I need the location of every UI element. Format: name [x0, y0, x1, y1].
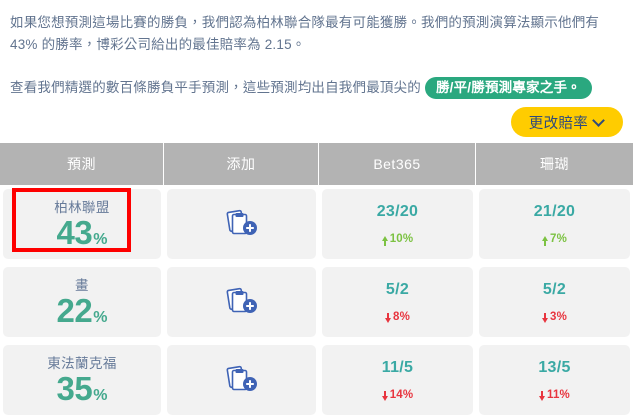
table-row: 畫 22 % — [0, 263, 633, 341]
table-header: 預測 添加 Bet365 珊瑚 — [0, 143, 633, 185]
table-body: 柏林聯盟 43 % — [0, 185, 633, 419]
chevron-down-icon — [594, 115, 605, 126]
percent-sign: % — [93, 309, 108, 326]
toolbar: 更改賠率 — [0, 99, 633, 143]
table-header-row: 預測 添加 Bet365 珊瑚 — [0, 143, 633, 185]
intro-paragraph-2: 查看我們精選的數百條勝負平手預測，這些預測均出自我們最頂尖的 勝/平/勝預測專家… — [10, 77, 623, 99]
arrow-down-icon — [384, 312, 391, 323]
arrow-down-icon — [381, 390, 388, 401]
prediction-cell[interactable]: 畫 22 % — [0, 263, 164, 341]
odds-value: 23/20 — [376, 203, 419, 220]
odds-value: 5/2 — [385, 281, 410, 298]
odds-change-value: 7% — [549, 233, 568, 245]
coral-odds-cell-inner[interactable]: 5/2 3% — [479, 267, 630, 337]
intro-text-block: 如果您想預測這場比賽的勝負，我們認為柏林聯合隊最有可能獲勝。我們的預測演算法顯示… — [0, 0, 633, 99]
team-name: 柏林聯盟 — [54, 200, 110, 215]
add-cell-inner[interactable] — [167, 189, 316, 259]
win-probability: 22 % — [57, 294, 108, 327]
coral-odds-cell[interactable]: 5/2 3% — [476, 263, 633, 341]
arrow-down-icon — [539, 390, 545, 401]
odds-change: 8% — [384, 311, 411, 323]
win-probability-value: 43 — [56, 214, 93, 251]
add-cell-inner[interactable] — [167, 345, 316, 415]
prediction-cell-inner[interactable]: 東法蘭克福 35 % — [3, 345, 161, 415]
prediction-cell[interactable]: 東法蘭克福 35 % — [0, 341, 164, 419]
odds-change: 11% — [539, 389, 570, 401]
odds-value: 21/20 — [533, 203, 576, 220]
prediction-cell-inner[interactable]: 柏林聯盟 43 % — [3, 188, 161, 259]
odds-value: 5/2 — [542, 281, 567, 298]
percent-sign: % — [93, 231, 108, 248]
win-probability: 43 % — [57, 216, 108, 249]
add-cell[interactable] — [164, 341, 319, 419]
team-name: 東法蘭克福 — [47, 356, 117, 371]
arrow-down-icon — [541, 312, 548, 323]
odds-change-value: 11% — [547, 389, 570, 401]
table-row: 東法蘭克福 35 % — [0, 341, 633, 419]
column-header-add: 添加 — [164, 143, 319, 185]
team-name: 畫 — [75, 278, 89, 293]
bet365-odds-cell[interactable]: 11/5 14% — [319, 341, 476, 419]
change-odds-label: 更改賠率 — [528, 115, 588, 132]
change-odds-button[interactable]: 更改賠率 — [510, 107, 623, 137]
bet365-odds-cell-inner[interactable]: 5/2 8% — [322, 267, 473, 337]
coral-odds-cell[interactable]: 13/5 11% — [476, 341, 633, 419]
add-cell-inner[interactable] — [167, 267, 316, 337]
odds-change-value: 8% — [392, 311, 411, 323]
add-cell[interactable] — [164, 263, 319, 341]
prediction-cell-inner[interactable]: 畫 22 % — [3, 267, 161, 337]
coral-odds-cell-inner[interactable]: 21/20 7% — [479, 189, 630, 259]
arrow-up-icon — [381, 235, 388, 246]
bet365-odds-cell-inner[interactable]: 23/20 10% — [322, 189, 473, 259]
column-header-bet365: Bet365 — [319, 143, 476, 185]
intro-paragraph-2-text: 查看我們精選的數百條勝負平手預測，這些預測均出自我們最頂尖的 — [10, 80, 425, 95]
odds-value: 11/5 — [381, 359, 414, 376]
arrow-up-icon — [541, 235, 548, 246]
win-probability-value: 35 — [56, 370, 93, 407]
add-to-betslip-icon[interactable] — [225, 209, 259, 239]
table-row: 柏林聯盟 43 % — [0, 185, 633, 263]
win-probability: 35 % — [57, 372, 108, 405]
odds-change-value: 3% — [549, 311, 568, 323]
column-header-prediction: 預測 — [0, 143, 164, 185]
percent-sign: % — [93, 387, 108, 404]
odds-change-value: 10% — [389, 233, 414, 245]
add-cell[interactable] — [164, 185, 319, 263]
bet365-odds-cell[interactable]: 23/20 10% — [319, 185, 476, 263]
add-to-betslip-icon[interactable] — [225, 365, 259, 395]
coral-odds-cell[interactable]: 21/20 7% — [476, 185, 633, 263]
coral-odds-cell-inner[interactable]: 13/5 11% — [479, 345, 630, 415]
odds-change: 3% — [541, 311, 568, 323]
odds-change-value: 14% — [389, 389, 414, 401]
expert-prediction-badge[interactable]: 勝/平/勝預測專家之手。 — [424, 77, 592, 99]
add-to-betslip-icon[interactable] — [225, 287, 259, 317]
odds-change: 7% — [541, 233, 568, 246]
odds-change: 14% — [381, 389, 414, 401]
odds-change: 10% — [381, 233, 414, 246]
odds-value: 13/5 — [538, 359, 571, 376]
predictions-odds-table: 預測 添加 Bet365 珊瑚 柏林聯盟 43 % — [0, 143, 633, 419]
bet365-odds-cell[interactable]: 5/2 8% — [319, 263, 476, 341]
column-header-coral: 珊瑚 — [476, 143, 633, 185]
prediction-cell[interactable]: 柏林聯盟 43 % — [0, 185, 164, 263]
win-probability-value: 22 — [56, 292, 93, 329]
bet365-odds-cell-inner[interactable]: 11/5 14% — [322, 345, 473, 415]
intro-paragraph-1: 如果您想預測這場比賽的勝負，我們認為柏林聯合隊最有可能獲勝。我們的預測演算法顯示… — [10, 15, 600, 52]
